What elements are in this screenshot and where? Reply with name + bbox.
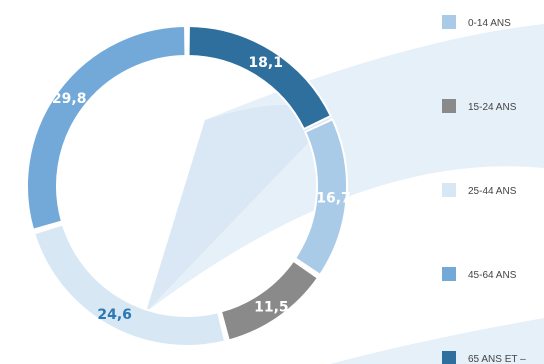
slice-15-24-ans: [219, 259, 320, 342]
slice-labels: 16,7 11,5 24,6 29,8 18,1: [52, 55, 351, 323]
legend-swatch: [442, 183, 456, 197]
legend-label: 25-44 ANS: [468, 186, 517, 197]
connector-band-bottom: [330, 318, 544, 364]
highlight-wedge: [146, 105, 330, 312]
slice-value-label: 29,8: [52, 91, 87, 107]
legend-label: 0-14 ANS: [468, 18, 511, 29]
legend-swatch: [442, 267, 456, 281]
slice-65-ans-et: [187, 24, 333, 131]
slice-value-label: 18,1: [248, 55, 283, 71]
legend-swatch: [442, 99, 456, 113]
legend-label: 45-64 ANS: [468, 270, 517, 281]
slice-value-label: 11,5: [254, 299, 289, 315]
legend-label: 15-24 ANS: [468, 102, 517, 113]
slice-45-64-ans: [26, 24, 187, 231]
slice-0-14-ans: [293, 118, 348, 277]
legend: 0-14 ANS 15-24 ANS 25-44 ANS 45-64 ANS 65 AN…: [442, 15, 526, 364]
slice-value-label: 16,7: [316, 191, 351, 207]
legend-swatch: [442, 351, 456, 364]
donut-slices: [26, 24, 348, 347]
legend-label: 65 ANS ET –: [468, 354, 526, 364]
legend-swatch: [442, 15, 456, 29]
slice-value-label: 24,6: [97, 307, 132, 323]
slice-25-44-ans: [32, 223, 227, 347]
